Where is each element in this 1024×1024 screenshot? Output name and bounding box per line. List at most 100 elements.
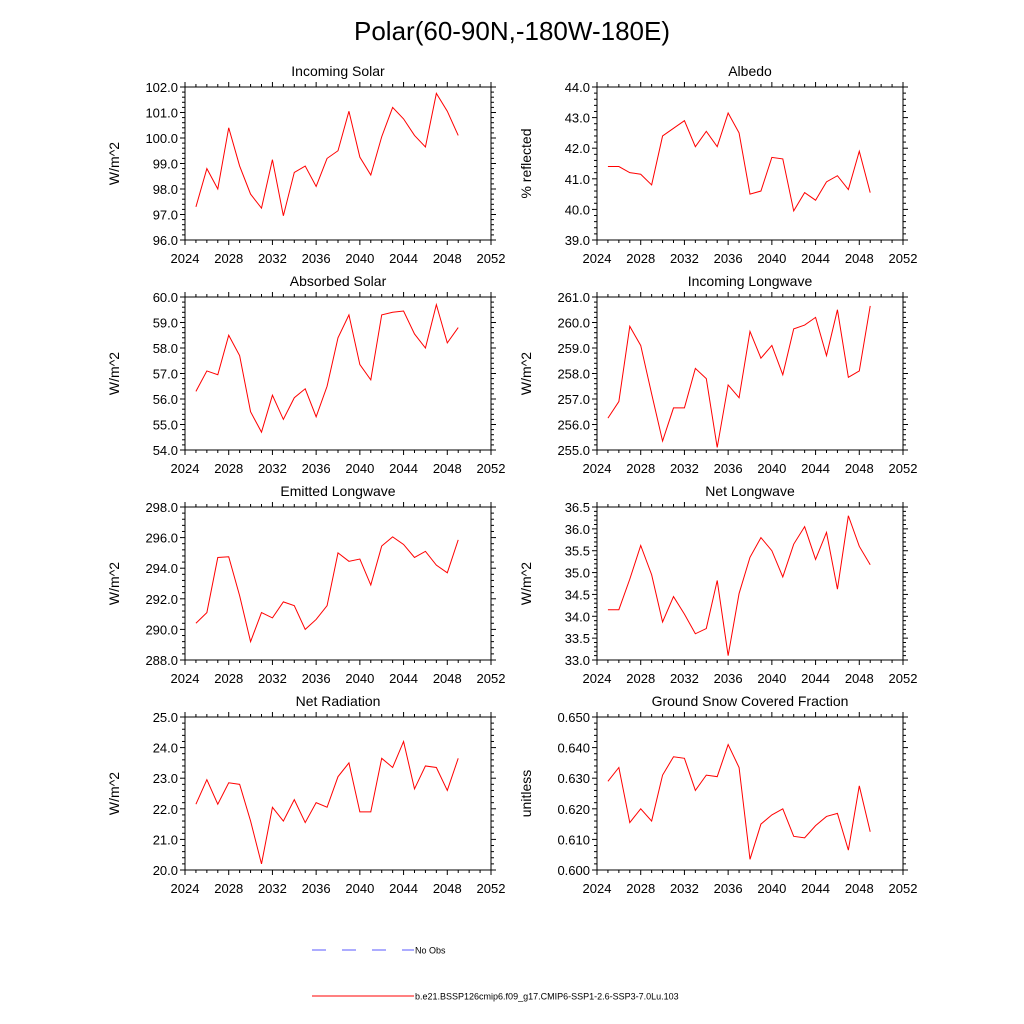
panel-0: Incoming Solar W/m^2 2024 2028 2032 2036 2040 2… [106, 63, 505, 266]
plot-frame [596, 716, 904, 871]
y-tick-label: 260.0 [557, 316, 590, 331]
panel-7: Ground Snow Covered Fraction unitless 2024… [518, 693, 917, 896]
series-line [607, 111, 871, 213]
y-tick-label: 42.0 [565, 141, 590, 156]
x-tick-label: 2036 [302, 251, 331, 266]
x-tick-label: 2024 [171, 881, 200, 896]
y-tick-label: 23.0 [153, 771, 178, 786]
y-tick-label: 35.5 [565, 544, 590, 559]
x-tick-label: 2052 [477, 881, 506, 896]
x-tick-label: 2052 [477, 251, 506, 266]
y-axis-label: W/m^2 [106, 352, 122, 395]
x-tick-label: 2044 [801, 881, 830, 896]
y-tick-label: 34.0 [565, 609, 590, 624]
panel-4: Emitted Longwave W/m^2 2024 2028 2032 2036 204… [106, 483, 505, 686]
x-tick-label: 2028 [214, 251, 243, 266]
y-tick-label: 99.0 [153, 157, 178, 172]
y-tick-label: 35.0 [565, 566, 590, 581]
y-tick-label: 261.0 [557, 290, 590, 305]
panel-title: Incoming Solar [291, 63, 385, 79]
y-tick-label: 0.640 [557, 741, 590, 756]
y-tick-label: 296.0 [145, 531, 178, 546]
legend-obs-label: No Obs [415, 946, 446, 956]
y-axis-label: unitless [518, 770, 534, 817]
x-tick-label: 2028 [626, 251, 655, 266]
series-line [607, 743, 871, 860]
x-tick-label: 2028 [214, 671, 243, 686]
x-tick-label: 2036 [302, 881, 331, 896]
x-tick-label: 2040 [757, 251, 786, 266]
series-line [195, 302, 459, 434]
series-line [607, 515, 871, 656]
y-tick-label: 34.5 [565, 587, 590, 602]
y-tick-label: 39.0 [565, 233, 590, 248]
x-tick-label: 2032 [670, 881, 699, 896]
panel-2: Absorbed Solar W/m^2 2024 2028 2032 2036 2040 2… [106, 273, 505, 476]
y-tick-label: 44.0 [565, 80, 590, 95]
x-tick-label: 2052 [889, 881, 918, 896]
x-tick-label: 2036 [714, 671, 743, 686]
panel-title: Net Radiation [296, 693, 381, 709]
series-line [195, 739, 459, 865]
x-tick-label: 2044 [389, 251, 418, 266]
plot-frame [184, 716, 492, 871]
x-tick-label: 2032 [258, 671, 287, 686]
x-tick-label: 2024 [583, 881, 612, 896]
panel-title: Emitted Longwave [280, 483, 395, 499]
y-tick-label: 288.0 [145, 653, 178, 668]
y-tick-label: 0.600 [557, 863, 590, 878]
y-tick-label: 96.0 [153, 233, 178, 248]
x-tick-label: 2032 [670, 461, 699, 476]
series-line [195, 536, 459, 644]
y-tick-label: 294.0 [145, 561, 178, 576]
x-tick-label: 2024 [583, 251, 612, 266]
panel-1: Albedo % reflected 2024 2028 2032 2036 2040 204… [518, 63, 917, 266]
y-axis-label: W/m^2 [106, 562, 122, 605]
y-tick-label: 290.0 [145, 622, 178, 637]
x-tick-label: 2052 [889, 671, 918, 686]
panel-title: Albedo [728, 63, 772, 79]
x-tick-label: 2024 [171, 671, 200, 686]
x-tick-label: 2028 [214, 461, 243, 476]
series-line [195, 92, 459, 216]
x-tick-label: 2044 [801, 461, 830, 476]
y-tick-label: 60.0 [153, 290, 178, 305]
x-tick-label: 2048 [433, 461, 462, 476]
y-tick-label: 20.0 [153, 863, 178, 878]
y-tick-label: 102.0 [145, 80, 178, 95]
x-tick-label: 2040 [757, 461, 786, 476]
x-tick-label: 2032 [258, 251, 287, 266]
y-tick-label: 0.610 [557, 832, 590, 847]
y-axis-label: W/m^2 [518, 352, 534, 395]
x-tick-label: 2032 [258, 881, 287, 896]
y-tick-label: 54.0 [153, 443, 178, 458]
y-tick-label: 257.0 [557, 392, 590, 407]
legend: No Obs b.e21.BSSP126cmip6.f09_g17.CMIP6-… [312, 946, 679, 1002]
legend-model-label: b.e21.BSSP126cmip6.f09_g17.CMIP6-SSP1-2.… [415, 992, 679, 1002]
x-tick-label: 2044 [389, 671, 418, 686]
y-tick-label: 0.630 [557, 771, 590, 786]
y-tick-label: 98.0 [153, 182, 178, 197]
x-tick-label: 2048 [845, 671, 874, 686]
x-tick-label: 2028 [626, 881, 655, 896]
x-tick-label: 2048 [845, 461, 874, 476]
y-tick-label: 55.0 [153, 418, 178, 433]
x-tick-label: 2048 [433, 881, 462, 896]
panel-title: Incoming Longwave [688, 273, 813, 289]
y-tick-label: 22.0 [153, 802, 178, 817]
y-tick-label: 298.0 [145, 500, 178, 515]
x-tick-label: 2040 [757, 881, 786, 896]
y-axis-label: W/m^2 [106, 772, 122, 815]
x-tick-label: 2036 [714, 881, 743, 896]
y-tick-label: 43.0 [565, 111, 590, 126]
x-tick-label: 2040 [757, 671, 786, 686]
x-tick-label: 2052 [889, 251, 918, 266]
panels: Incoming Solar W/m^2 2024 2028 2032 2036 2040 2… [106, 63, 917, 896]
y-axis-label: W/m^2 [106, 142, 122, 185]
x-tick-label: 2032 [258, 461, 287, 476]
x-tick-label: 2032 [670, 251, 699, 266]
y-tick-label: 36.5 [565, 500, 590, 515]
y-tick-label: 255.0 [557, 443, 590, 458]
x-tick-label: 2040 [345, 251, 374, 266]
